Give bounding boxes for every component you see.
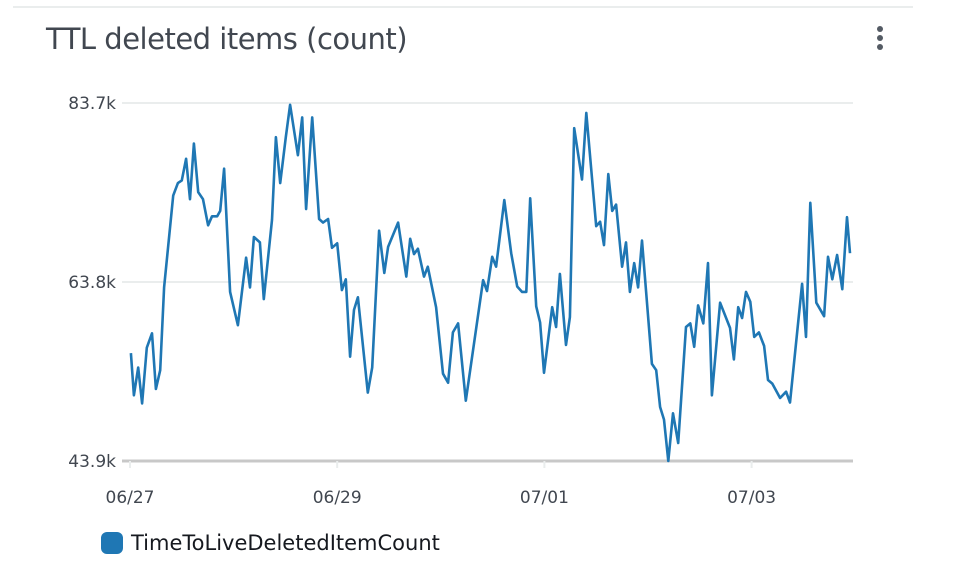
x-tick-label: 07/03	[727, 488, 776, 508]
legend-swatch	[101, 532, 123, 554]
legend-label: TimeToLiveDeletedItemCount	[131, 531, 440, 555]
widget-menu-button[interactable]	[872, 26, 888, 54]
y-tick-label: 43.9k	[68, 452, 116, 472]
x-tick-label: 07/01	[520, 488, 569, 508]
widget-top-border	[13, 6, 913, 8]
vertical-ellipsis-icon	[877, 26, 883, 32]
legend-item[interactable]: TimeToLiveDeletedItemCount	[101, 531, 440, 555]
x-tick-label: 06/29	[313, 488, 362, 508]
ellipsis-dot	[877, 35, 883, 41]
widget-title: TTL deleted items (count)	[46, 22, 408, 56]
y-tick-label: 63.8k	[68, 273, 116, 293]
x-tick-label: 06/27	[106, 488, 155, 508]
ellipsis-dot	[877, 44, 883, 50]
y-tick-label: 83.7k	[68, 94, 116, 114]
series-line	[129, 103, 852, 463]
